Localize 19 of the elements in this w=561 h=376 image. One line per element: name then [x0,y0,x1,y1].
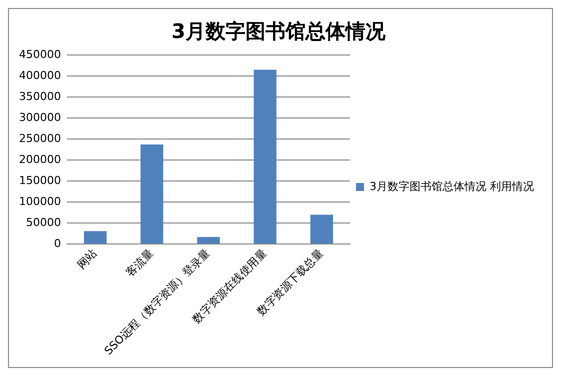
y-tick-label: 450000 [18,48,61,61]
y-tick-label: 400000 [18,68,61,82]
y-tick-label: 200000 [18,152,61,166]
bar [310,214,334,244]
y-tick-label: 0 [54,236,61,250]
bar [254,70,276,244]
bar [140,144,164,244]
x-tick-label: 网站 [74,246,100,272]
y-tick-label: 100000 [18,194,61,208]
y-tick-label: 150000 [18,174,61,187]
bar [84,231,107,244]
y-tick-label: 50000 [26,216,61,229]
y-tick-label: 300000 [18,110,61,124]
y-tick-label: 350000 [18,90,61,103]
x-tick-label: 客流量 [124,246,156,280]
bar [197,236,220,244]
legend-label: 3月数字图书馆总体情况 利用情况 [370,180,534,193]
chart-title: 3月数字图书馆总体情况 [172,19,386,44]
y-tick-label: 250000 [18,132,61,145]
